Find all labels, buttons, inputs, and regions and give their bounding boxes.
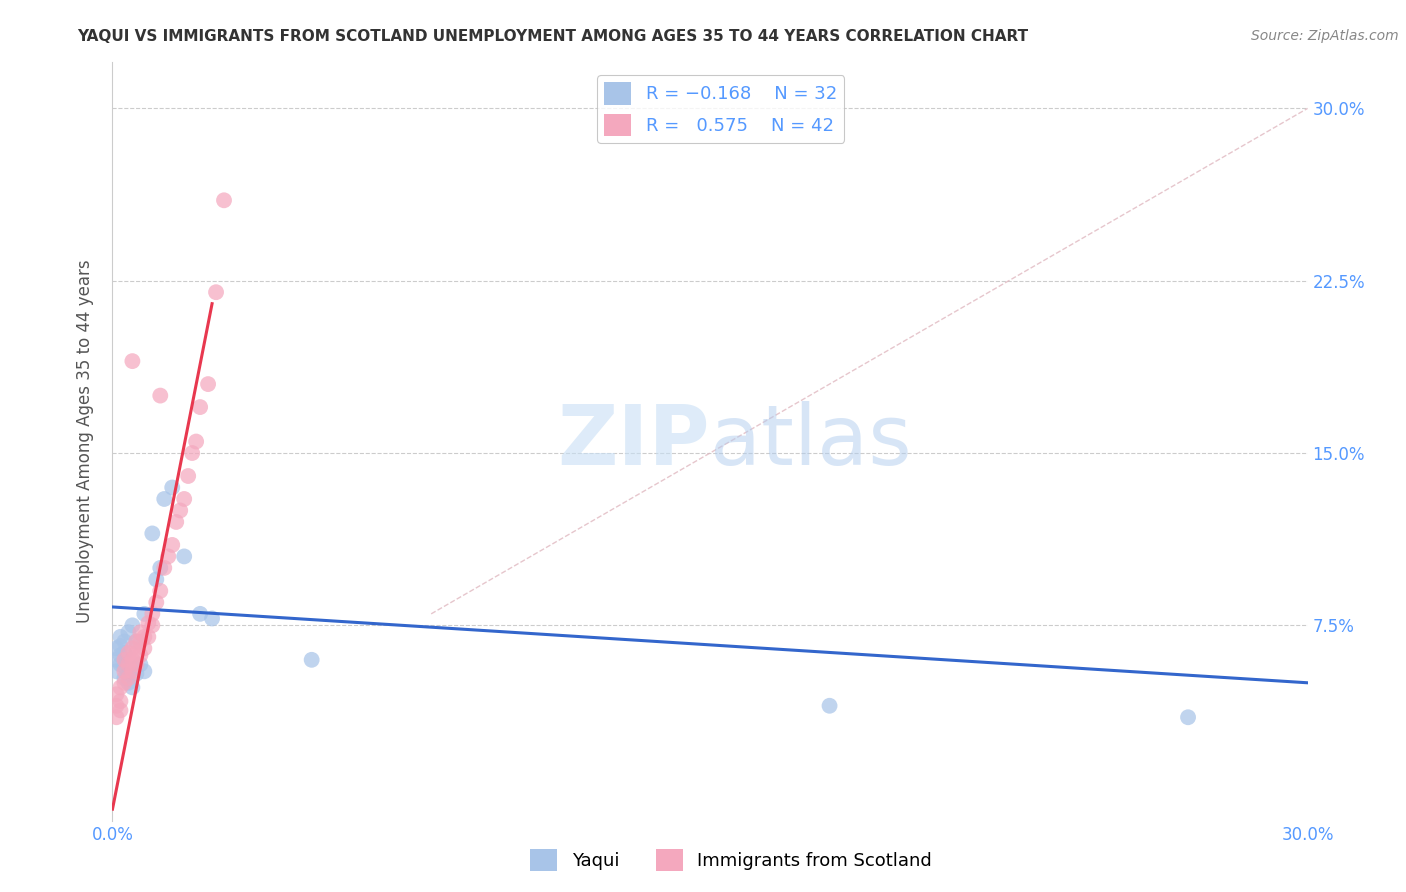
Point <box>138 615 160 630</box>
Point <box>125 634 148 648</box>
Point <box>153 561 176 575</box>
Point <box>110 703 132 717</box>
Point <box>134 641 156 656</box>
Point <box>201 611 224 625</box>
Point <box>134 630 156 644</box>
Point <box>129 657 152 672</box>
Text: YAQUI VS IMMIGRANTS FROM SCOTLAND UNEMPLOYMENT AMONG AGES 35 TO 44 YEARS CORRELA: YAQUI VS IMMIGRANTS FROM SCOTLAND UNEMPL… <box>77 29 1028 44</box>
Point <box>110 639 132 653</box>
Point <box>110 681 132 695</box>
Point <box>121 354 143 368</box>
Point <box>181 446 204 460</box>
Point <box>105 687 128 701</box>
Point <box>162 538 183 552</box>
Point <box>162 481 183 495</box>
Point <box>121 662 143 676</box>
Point <box>121 641 143 656</box>
Point <box>125 657 148 672</box>
Point <box>121 681 143 695</box>
Point <box>165 515 187 529</box>
Text: atlas: atlas <box>710 401 911 482</box>
Point <box>141 526 163 541</box>
Point <box>110 648 132 663</box>
Point <box>141 607 163 621</box>
Point <box>110 694 132 708</box>
Y-axis label: Unemployment Among Ages 35 to 44 years: Unemployment Among Ages 35 to 44 years <box>76 260 94 624</box>
Point <box>121 618 143 632</box>
Point <box>105 653 128 667</box>
Legend: R = −0.168    N = 32, R =   0.575    N = 42: R = −0.168 N = 32, R = 0.575 N = 42 <box>598 75 845 143</box>
Point <box>149 583 172 598</box>
Point <box>110 630 132 644</box>
Point <box>188 400 211 414</box>
Text: Source: ZipAtlas.com: Source: ZipAtlas.com <box>1251 29 1399 43</box>
Point <box>121 665 143 679</box>
Point <box>188 607 211 621</box>
Point <box>149 561 172 575</box>
Text: ZIP: ZIP <box>558 401 710 482</box>
Point <box>105 641 128 656</box>
Point <box>212 194 235 208</box>
Point <box>105 698 128 713</box>
Point <box>117 646 139 660</box>
Point <box>173 549 195 564</box>
Point <box>117 625 139 640</box>
Point <box>125 666 148 681</box>
Point <box>117 675 139 690</box>
Point <box>114 659 135 673</box>
Point <box>117 666 139 681</box>
Point <box>197 377 219 392</box>
Point <box>149 388 172 402</box>
Point <box>301 653 323 667</box>
Point <box>117 671 139 685</box>
Point <box>186 434 208 449</box>
Point <box>114 665 135 679</box>
Point <box>138 630 160 644</box>
Point <box>1177 710 1199 724</box>
Point <box>141 618 163 632</box>
Point <box>105 665 128 679</box>
Point <box>114 675 135 690</box>
Point <box>114 653 135 667</box>
Legend: Yaqui, Immigrants from Scotland: Yaqui, Immigrants from Scotland <box>523 842 939 879</box>
Point <box>125 634 148 648</box>
Point <box>129 625 152 640</box>
Point <box>121 653 143 667</box>
Point <box>177 469 200 483</box>
Point <box>157 549 180 564</box>
Point <box>205 285 228 300</box>
Point <box>818 698 841 713</box>
Point <box>105 710 128 724</box>
Point <box>145 595 167 609</box>
Point <box>169 503 191 517</box>
Point <box>134 607 156 621</box>
Point <box>173 491 195 506</box>
Point <box>129 634 152 648</box>
Point <box>134 665 156 679</box>
Point <box>129 648 152 663</box>
Point <box>153 491 176 506</box>
Point <box>125 646 148 660</box>
Point <box>114 634 135 648</box>
Point <box>145 573 167 587</box>
Point <box>114 646 135 660</box>
Point <box>114 671 135 685</box>
Point <box>117 657 139 672</box>
Point <box>110 657 132 672</box>
